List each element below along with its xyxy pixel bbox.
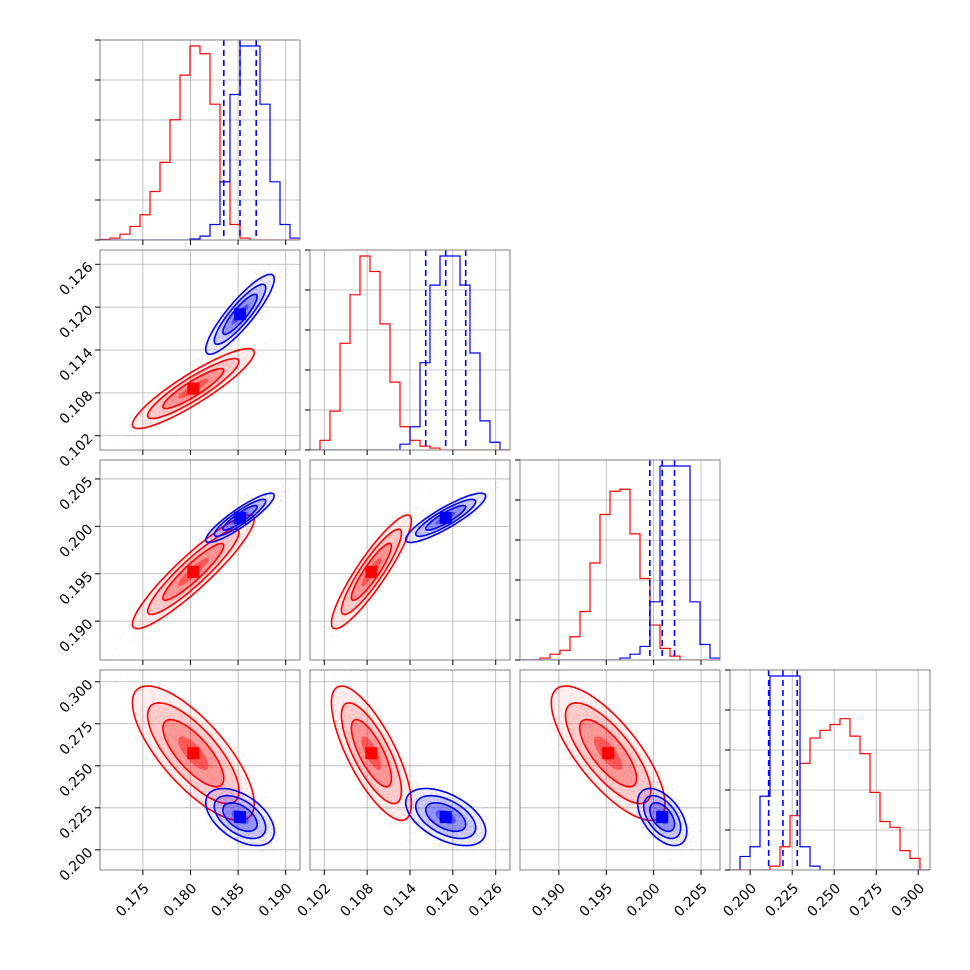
scatter-panel-3-2	[520, 670, 720, 870]
density-peak-red	[602, 747, 615, 760]
panel-frame	[99, 459, 301, 661]
x-tick-label: 0.114	[380, 881, 420, 921]
y-tick-label: 0.200	[57, 521, 97, 561]
y-tick-label: 0.195	[57, 569, 97, 609]
x-tick-label: 0.200	[720, 881, 760, 921]
density-peak-blue	[656, 811, 669, 824]
density-peak-blue	[234, 811, 246, 824]
density-peak-blue	[234, 308, 246, 321]
y-tick-label: 0.300	[57, 677, 97, 717]
density-peak-red	[365, 565, 378, 578]
y-tick-label: 0.275	[57, 719, 97, 759]
density-peak-blue	[234, 511, 246, 524]
density-peak-red	[187, 565, 200, 578]
x-tick-label: 0.225	[762, 881, 802, 921]
x-tick-label: 0.195	[576, 881, 616, 921]
histogram-panel-2	[520, 460, 720, 660]
x-tick-label: 0.300	[888, 881, 928, 921]
panel-frame	[99, 669, 301, 871]
panel-frame	[729, 669, 931, 871]
x-tick-label: 0.190	[529, 881, 569, 921]
x-tick-label: 0.120	[423, 881, 463, 921]
histogram-red	[310, 255, 510, 450]
density-peak-red	[365, 747, 378, 760]
x-tick-label: 0.205	[671, 881, 711, 921]
histogram-blue	[100, 45, 300, 240]
x-tick-label: 0.200	[624, 881, 664, 921]
scatter-panel-3-1	[310, 670, 510, 870]
histogram-red	[520, 488, 720, 660]
scatter-panel-2-1	[310, 460, 510, 660]
x-tick-label: 0.185	[208, 881, 248, 921]
scatter-points-blue	[625, 773, 703, 863]
histogram-blue	[520, 465, 720, 660]
histogram-blue	[310, 255, 510, 450]
density-peak-red	[187, 747, 200, 760]
panel-frame	[99, 39, 301, 241]
histogram-blue	[730, 675, 930, 870]
x-tick-label: 0.275	[846, 881, 886, 921]
x-tick-label: 0.108	[337, 881, 377, 921]
y-tick-label: 0.250	[57, 761, 97, 801]
x-tick-label: 0.180	[161, 881, 201, 921]
panel-frame	[519, 669, 721, 871]
scatter-points-red	[101, 497, 282, 660]
histogram-red	[730, 718, 930, 870]
density-peak-blue	[439, 811, 452, 824]
y-tick-label: 0.114	[57, 345, 97, 385]
x-tick-label: 0.126	[466, 881, 506, 921]
y-tick-label: 0.102	[57, 431, 97, 471]
y-tick-label: 0.205	[57, 474, 97, 514]
y-tick-label: 0.120	[57, 302, 97, 342]
scatter-points-red	[110, 675, 278, 855]
y-tick-label: 0.190	[57, 616, 97, 656]
y-tick-label: 0.225	[57, 803, 97, 843]
x-tick-label: 0.190	[256, 881, 296, 921]
histogram-panel-3	[730, 670, 930, 870]
x-tick-label: 0.250	[804, 881, 844, 921]
y-tick-label: 0.126	[57, 259, 97, 299]
histogram-panel-0	[100, 40, 300, 240]
y-tick-label: 0.108	[57, 388, 97, 428]
y-tick-label: 0.200	[57, 845, 97, 885]
scatter-panel-2-0	[100, 460, 300, 660]
histogram-red	[100, 45, 300, 240]
x-tick-label: 0.102	[295, 881, 335, 921]
scatter-points-red	[311, 670, 428, 863]
x-tick-label: 0.175	[113, 881, 153, 921]
scatter-panel-1-0	[100, 250, 300, 450]
panel-frame	[519, 459, 721, 661]
density-peak-blue	[439, 511, 452, 524]
histogram-panel-1	[310, 250, 510, 450]
density-peak-red	[187, 382, 200, 395]
scatter-panel-3-0	[100, 670, 300, 870]
